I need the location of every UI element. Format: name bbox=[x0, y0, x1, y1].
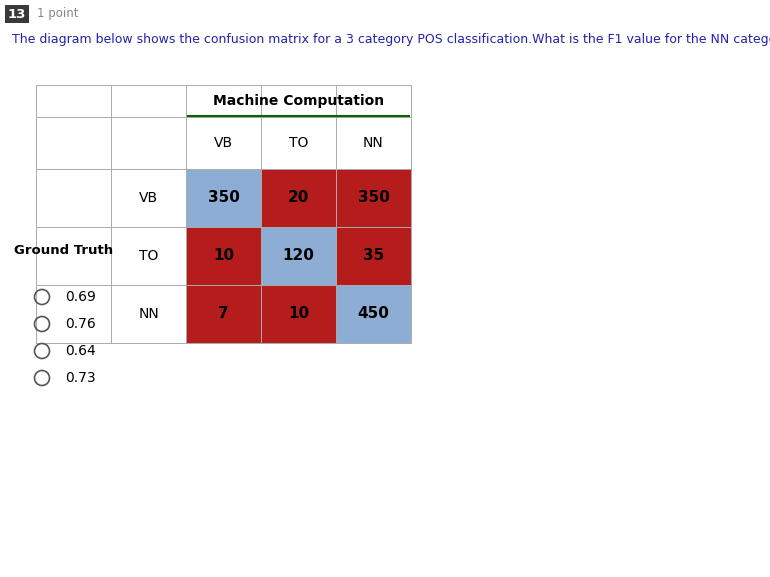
Bar bbox=[261, 117, 336, 169]
Text: 0.69: 0.69 bbox=[65, 290, 96, 304]
Bar bbox=[336, 285, 411, 343]
Text: 0.73: 0.73 bbox=[65, 371, 95, 385]
Text: TO: TO bbox=[139, 249, 158, 263]
Bar bbox=[111, 227, 186, 285]
Text: 0.76: 0.76 bbox=[65, 317, 95, 331]
Bar bbox=[5, 5, 29, 23]
Text: 10: 10 bbox=[213, 249, 234, 264]
Bar bbox=[336, 85, 411, 117]
Bar bbox=[186, 227, 261, 285]
Text: NN: NN bbox=[138, 307, 159, 321]
Text: Ground Truth: Ground Truth bbox=[14, 245, 113, 257]
Text: The diagram below shows the confusion matrix for a 3 category POS classification: The diagram below shows the confusion ma… bbox=[12, 32, 770, 46]
Bar bbox=[186, 169, 261, 227]
Text: 7: 7 bbox=[218, 306, 229, 321]
Bar bbox=[111, 117, 186, 169]
Bar bbox=[336, 169, 411, 227]
Text: 450: 450 bbox=[357, 306, 390, 321]
Bar bbox=[36, 285, 111, 343]
Bar bbox=[261, 169, 336, 227]
Bar bbox=[36, 227, 111, 285]
Text: Machine Computation: Machine Computation bbox=[213, 94, 384, 108]
Text: 350: 350 bbox=[208, 190, 239, 205]
Bar bbox=[336, 117, 411, 169]
Text: NN: NN bbox=[363, 136, 384, 150]
Text: 20: 20 bbox=[288, 190, 310, 205]
Text: 10: 10 bbox=[288, 306, 309, 321]
Text: VB: VB bbox=[214, 136, 233, 150]
Text: 13: 13 bbox=[8, 8, 26, 21]
Bar bbox=[36, 85, 111, 117]
Bar bbox=[261, 285, 336, 343]
Text: VB: VB bbox=[139, 191, 158, 205]
Bar bbox=[261, 85, 336, 117]
Text: 120: 120 bbox=[283, 249, 314, 264]
Bar bbox=[36, 117, 111, 169]
Bar bbox=[111, 285, 186, 343]
Bar bbox=[111, 85, 186, 117]
Bar bbox=[261, 227, 336, 285]
Text: 1 point: 1 point bbox=[37, 8, 79, 21]
Bar bbox=[186, 85, 261, 117]
Bar bbox=[36, 169, 111, 227]
Bar bbox=[336, 227, 411, 285]
Text: TO: TO bbox=[289, 136, 308, 150]
Text: 35: 35 bbox=[363, 249, 384, 264]
Text: 350: 350 bbox=[357, 190, 390, 205]
Bar bbox=[186, 117, 261, 169]
Bar bbox=[186, 285, 261, 343]
Bar bbox=[111, 169, 186, 227]
Text: 0.64: 0.64 bbox=[65, 344, 95, 358]
